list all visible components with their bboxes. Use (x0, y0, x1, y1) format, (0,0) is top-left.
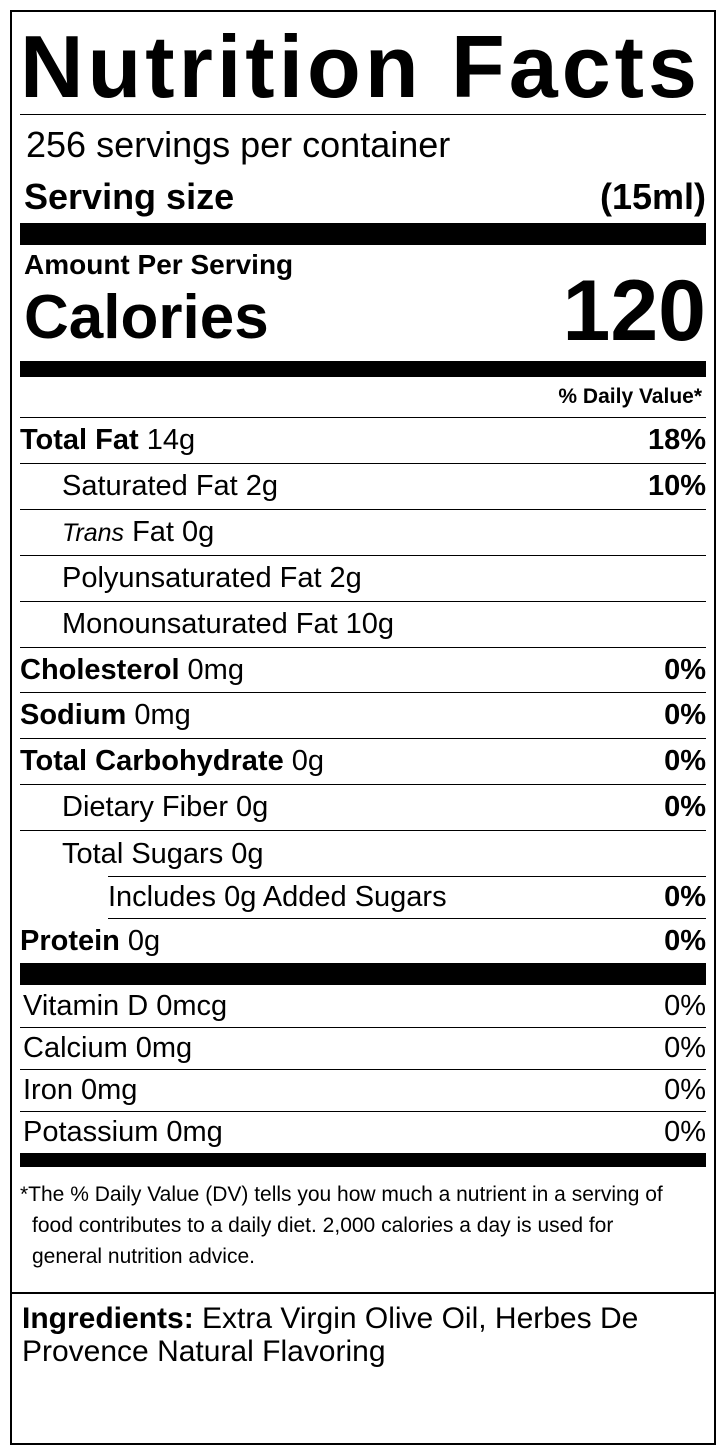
vitamin-row: Vitamin D 0mcg 0% (20, 985, 706, 1028)
nutrient-amount: 0mg (134, 699, 191, 731)
thick-rule (20, 223, 706, 245)
ingredients-label: Ingredients: (22, 1302, 194, 1335)
serving-size-label: Serving size (24, 176, 235, 217)
calories-value: 120 (562, 263, 707, 359)
nutrient-name: Cholesterol (20, 653, 180, 686)
nutrient-row: Cholesterol 0mg 0% (20, 648, 706, 693)
daily-value-header: % Daily Value* (20, 378, 706, 418)
vitamin-dv: 0% (664, 989, 706, 1022)
nutrient-name: Total Carbohydrate (20, 745, 284, 777)
nutrient-row: Includes 0g Added Sugars 0% (108, 876, 706, 919)
nutrient-name-italic: Trans (62, 519, 125, 547)
thick-rule (20, 361, 706, 377)
vitamin-row: Potassium 0mg 0% (20, 1112, 706, 1153)
vitamin-amount: 0mg (80, 1074, 138, 1106)
nutrient-dv: 10% (647, 470, 706, 502)
nutrient-dv: 0% (664, 881, 706, 913)
vitamin-amount: 0mcg (156, 989, 228, 1022)
vitamin-dv: 0% (664, 1116, 706, 1148)
nutrient-row: Polyunsaturated Fat 2g (20, 556, 706, 602)
nutrient-row: Trans Fat 0g (20, 510, 706, 556)
nutrient-row: Sodium 0mg 0% (20, 693, 706, 739)
nutrient-name: Polyunsaturated Fat (62, 562, 322, 594)
nutrient-row: Saturated Fat 2g 10% (20, 464, 706, 510)
nutrient-amount: 0g (291, 745, 324, 777)
nutrient-name: Saturated Fat (62, 470, 238, 502)
nutrient-amount: 2g (329, 562, 362, 594)
vitamin-amount: 0mg (135, 1032, 193, 1064)
label-border (10, 10, 716, 1445)
nutrient-amount: 0g (236, 791, 269, 823)
vitamin-row: Iron 0mg 0% (20, 1070, 706, 1112)
vitamin-dv: 0% (664, 1032, 706, 1064)
ingredients-text: Extra Virgin Olive Oil, Herbes De Proven… (22, 1302, 639, 1368)
nutrient-row: Protein 0g 0% (20, 919, 706, 963)
nutrient-amount: 10g (345, 608, 395, 640)
nutrient-amount: 0g (181, 516, 215, 548)
thick-rule (20, 1153, 706, 1167)
calories-row: Calories 120 (20, 262, 706, 358)
vitamin-name: Potassium (23, 1116, 159, 1148)
nutrient-dv: 0% (664, 745, 706, 777)
nutrient-dv: 0% (664, 791, 706, 823)
nutrient-amount: 0g (231, 837, 264, 870)
vitamin-name: Iron (23, 1074, 73, 1106)
vitamin-amount: 0mg (166, 1116, 223, 1148)
serving-size-value: (15ml) (599, 176, 706, 217)
vitamin-name: Vitamin D (23, 989, 149, 1022)
vitamin-name: Calcium (23, 1032, 128, 1064)
vitamin-row: Calcium 0mg 0% (20, 1028, 706, 1070)
serving-size-row: Serving size (15ml) (20, 172, 706, 222)
title: Nutrition Facts (20, 18, 706, 115)
nutrient-amount: 0g (127, 924, 161, 957)
amount-per-serving: Amount Per Serving (24, 249, 294, 280)
nutrient-name: Total Fat (20, 424, 139, 456)
nutrient-name: Fat (132, 516, 174, 548)
nutrient-row: Dietary Fiber 0g 0% (20, 785, 706, 831)
nutrient-row: Total Carbohydrate 0g 0% (20, 739, 706, 785)
nutrient-amount: 0mg (187, 653, 244, 686)
nutrient-name: Total Sugars (62, 837, 224, 870)
calories-label: Calories (24, 283, 269, 352)
nutrient-amount: 2g (245, 470, 278, 502)
nutrient-row: Total Sugars 0g (20, 831, 706, 877)
nutrient-name: Dietary Fiber (62, 791, 228, 823)
nutrient-dv: 0% (664, 699, 706, 731)
thick-rule (20, 963, 706, 985)
divider (10, 1292, 716, 1294)
nutrient-row: Total Fat 14g 18% (20, 418, 706, 464)
nutrient-dv: 0% (664, 924, 706, 957)
nutrient-text: Includes 0g Added Sugars (108, 881, 447, 913)
nutrient-amount: 14g (146, 424, 196, 456)
ingredients: Ingredients: Extra Virgin Olive Oil, Her… (20, 1302, 706, 1368)
vitamin-dv: 0% (664, 1074, 706, 1106)
nutrient-name: Monounsaturated Fat (62, 608, 338, 640)
nutrient-name: Sodium (20, 699, 127, 731)
footnote: *The % Daily Value (DV) tells you how mu… (20, 1183, 663, 1268)
nutrient-row: Monounsaturated Fat 10g (20, 602, 706, 648)
nutrient-name: Protein (20, 924, 120, 957)
nutrient-dv: 18% (647, 424, 706, 456)
servings-per-container: 256 servings per container (26, 124, 451, 165)
nutrient-dv: 0% (664, 653, 706, 686)
